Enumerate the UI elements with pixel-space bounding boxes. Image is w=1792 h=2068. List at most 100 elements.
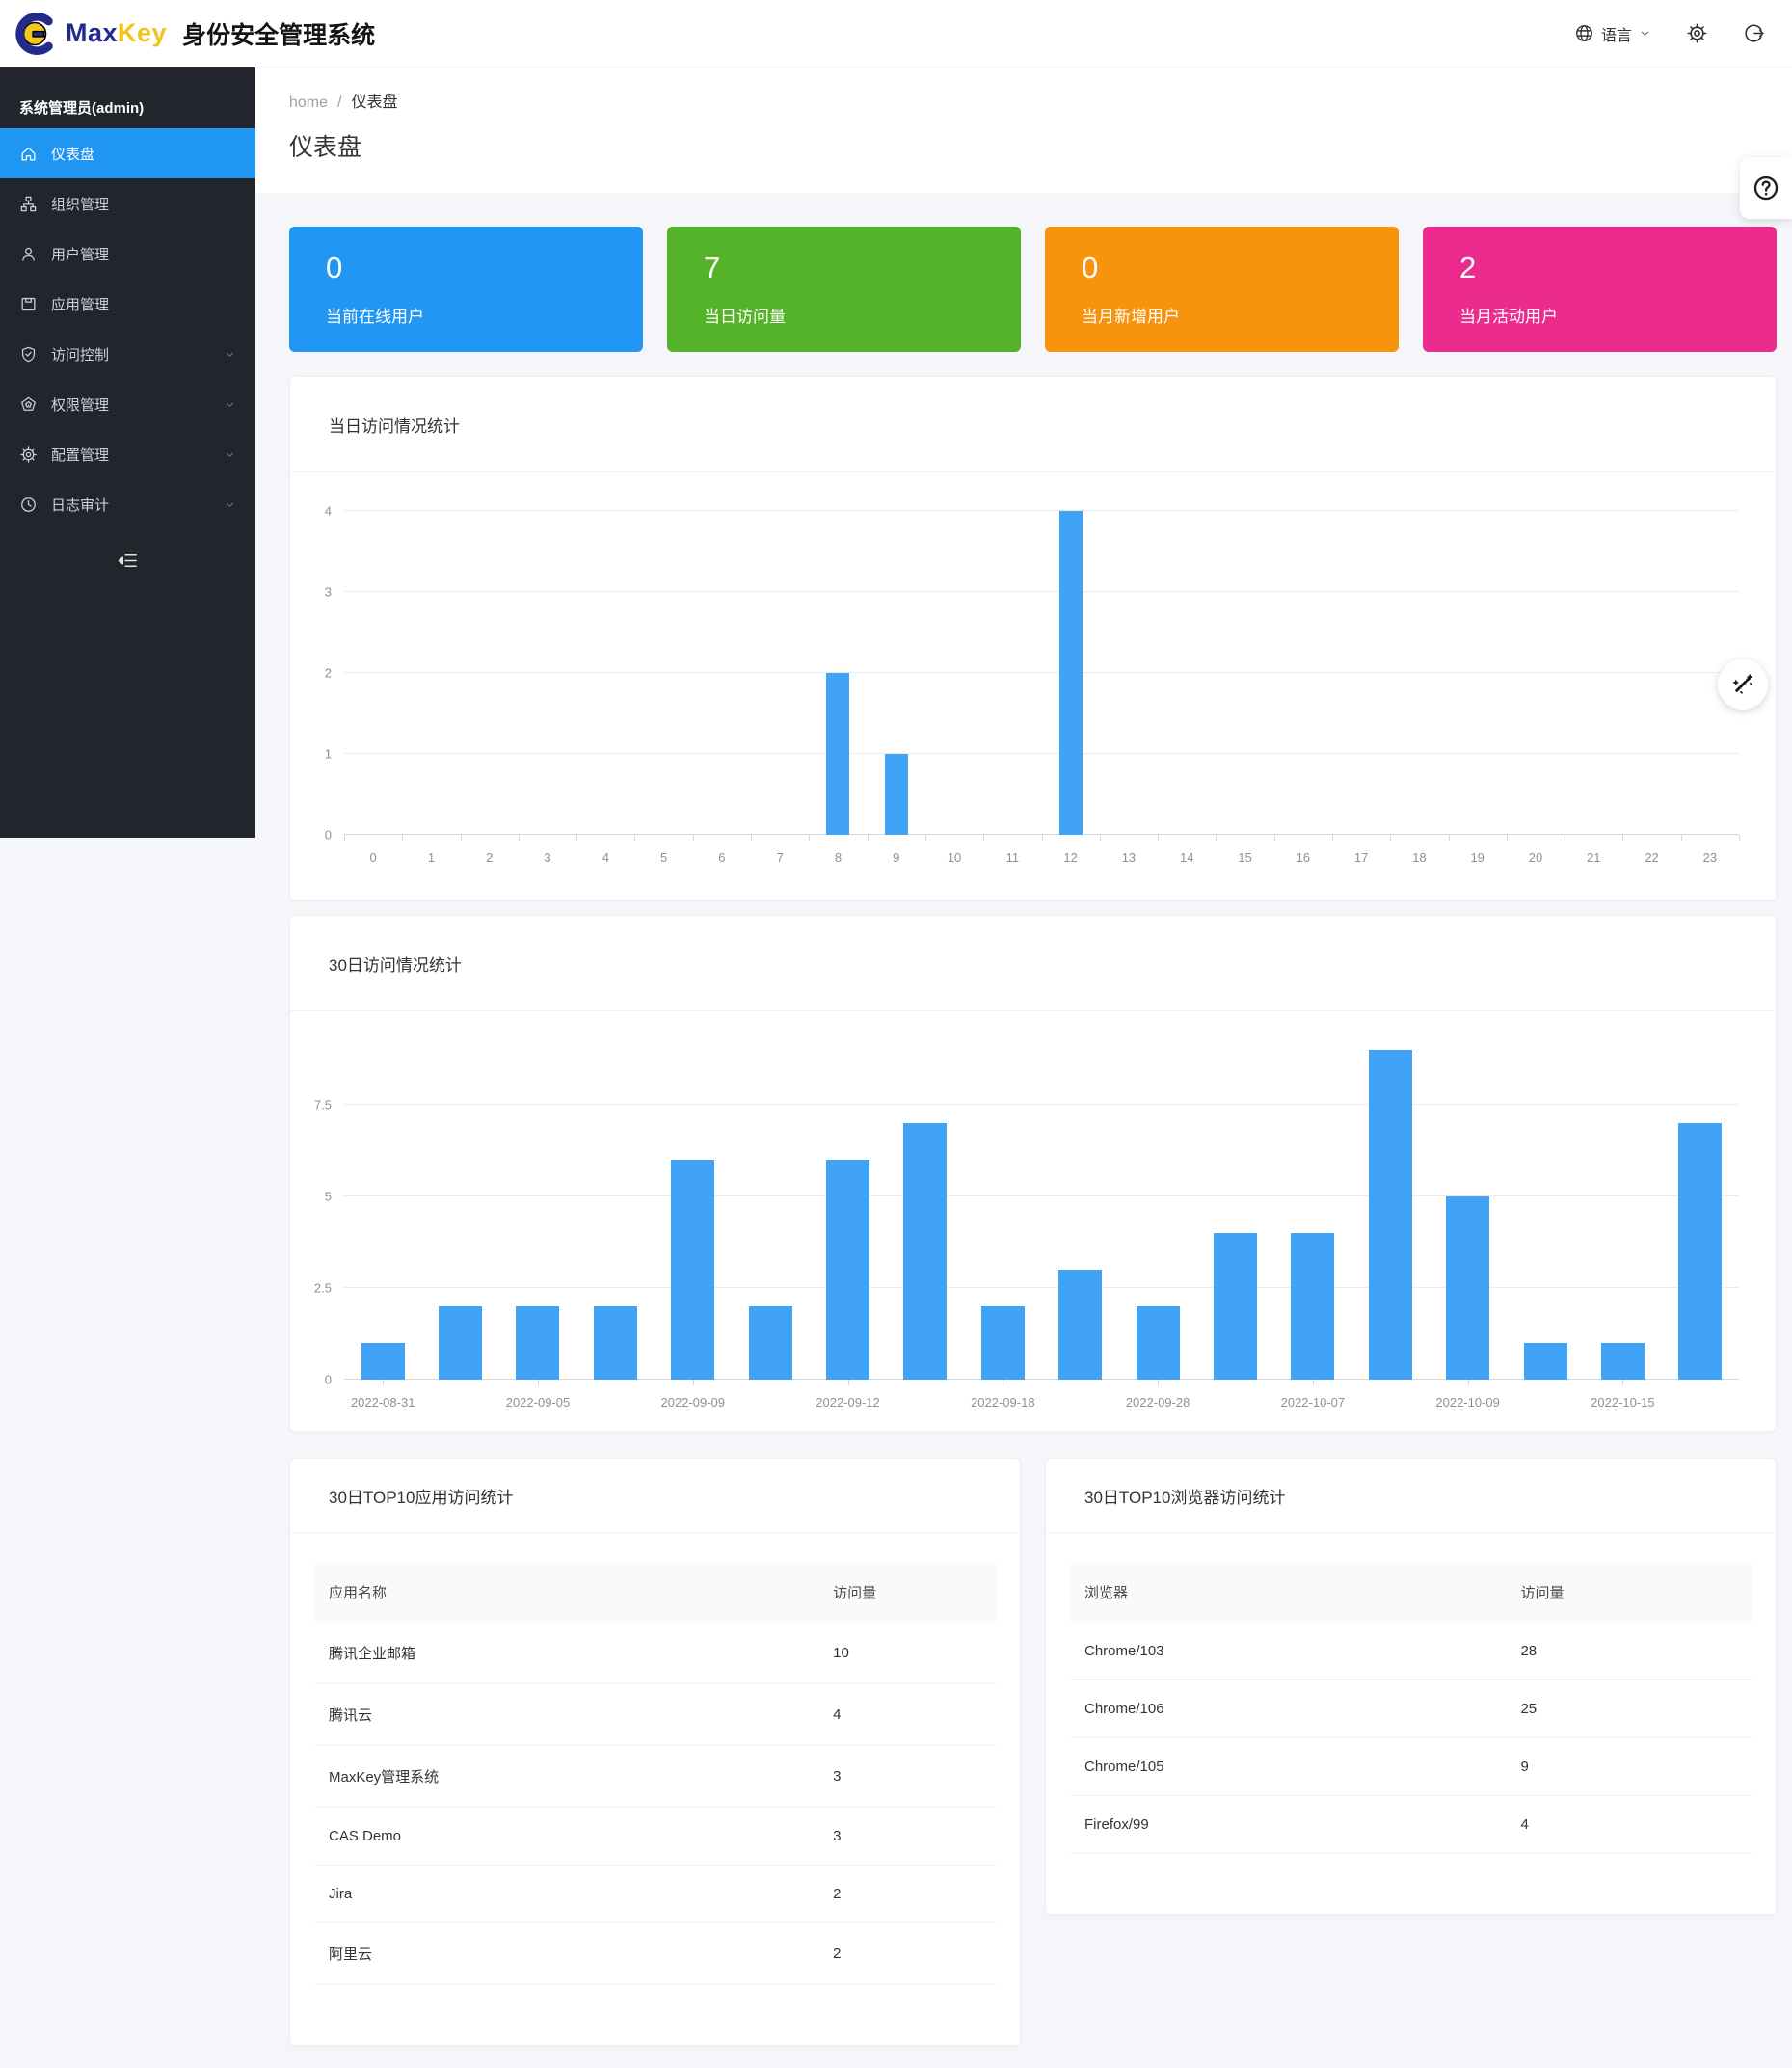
sidebar-collapse-button[interactable]	[0, 541, 255, 579]
x-tick-label: 23	[1702, 850, 1718, 865]
x-tick-label: 21	[1587, 850, 1601, 865]
x-tick-label: 18	[1412, 850, 1427, 865]
x-tick-label: 2022-09-12	[816, 1395, 880, 1410]
x-tick-label: 17	[1353, 850, 1369, 865]
sidebar-item-dashboard[interactable]: 仪表盘	[0, 128, 255, 178]
stat-card-today-visits: 7 当日访问量	[667, 227, 1021, 352]
sidebar-item-audit-log[interactable]: 日志审计	[0, 479, 255, 529]
sidebar-item-label: 日志审计	[51, 497, 110, 514]
axis-tick	[1041, 835, 1043, 841]
y-tick-label: 2	[324, 665, 332, 681]
table-row: 阿里云 2	[314, 1922, 996, 1985]
breadcrumb-current: 仪表盘	[351, 94, 398, 111]
logout-icon[interactable]	[1743, 22, 1765, 44]
table-card-top-browsers: 30日TOP10浏览器访问统计浏览器 访问量 Chrome/103 28 Chrome/…	[1045, 1458, 1777, 1915]
x-tick-label: 14	[1179, 850, 1194, 865]
bar-day-9	[1058, 1270, 1103, 1380]
help-button[interactable]	[1740, 157, 1792, 219]
sidebar-item-access-control[interactable]: 访问控制	[0, 329, 255, 379]
table-header-row: 应用名称 访问量	[314, 1562, 996, 1623]
sidebar-item-configuration[interactable]: 配置管理	[0, 429, 255, 479]
plot-wrap: 0 2.5 5 7.5	[314, 1013, 1739, 1387]
table-cell: 3	[818, 1807, 996, 1866]
menu-fold-icon	[117, 550, 139, 572]
table-wrap: 应用名称 访问量 腾讯企业邮箱 10 腾讯云 4 MaxKey管理系统 3 CAS Demo 3 J…	[314, 1562, 996, 1985]
bar-day-12	[1291, 1233, 1335, 1380]
x-tick-label: 7	[776, 850, 784, 865]
y-tick-label: 0	[324, 1372, 332, 1387]
bar-day-3	[593, 1306, 637, 1380]
gridline	[344, 1195, 1739, 1196]
x-tick-label: 20	[1528, 850, 1543, 865]
chart-title: 30日访问情况统计	[290, 916, 1776, 1011]
bar-day-1	[439, 1306, 483, 1380]
chart-title: 当日访问情况统计	[290, 377, 1776, 472]
x-tick-label: 3	[544, 850, 551, 865]
language-menu[interactable]: 语言	[1574, 22, 1651, 45]
table-cell: MaxKey管理系统	[314, 1745, 819, 1808]
stat-card-month-active-users: 2 当月活动用户	[1423, 227, 1777, 352]
table-cell: CAS Demo	[314, 1807, 819, 1866]
table-title: 30日TOP10浏览器访问统计	[1046, 1459, 1776, 1533]
sidebar-item-applications[interactable]: 应用管理	[0, 279, 255, 329]
app-icon	[19, 295, 38, 313]
magic-wand-icon	[1730, 672, 1755, 697]
table-cell: 10	[818, 1623, 996, 1684]
axis-tick	[460, 835, 462, 841]
stats-table: 浏览器 访问量 Chrome/103 28 Chrome/106 25 Chrome/105…	[1070, 1562, 1752, 1854]
x-tick-label: 6	[718, 850, 726, 865]
pentagon-icon	[19, 395, 38, 414]
magic-wand-button[interactable]	[1718, 659, 1768, 710]
bar-day-7	[903, 1123, 948, 1380]
sidebar-item-organization[interactable]: 组织管理	[0, 178, 255, 228]
x-tick-label: 12	[1063, 850, 1078, 865]
plot-wrap: 0 1 2 3 4	[325, 504, 1740, 843]
help-icon	[1752, 174, 1780, 202]
axis-tick	[537, 1380, 539, 1385]
sidebar: 系统管理员(admin) 仪表盘 组织管理 用户管理 应用管理 访问控制 权限管理 配置管理…	[0, 67, 255, 838]
globe-icon	[1574, 23, 1594, 43]
bar-day-5	[748, 1306, 792, 1380]
axis-tick	[1099, 835, 1101, 841]
x-tick-label: 2022-10-15	[1591, 1395, 1655, 1410]
bar-hour-9	[884, 754, 908, 835]
axis-tick	[518, 835, 520, 841]
axis-tick	[383, 1380, 385, 1385]
table-cell: 3	[818, 1745, 996, 1808]
axis-tick	[692, 835, 694, 841]
axis-tick	[634, 835, 636, 841]
chevron-down-icon	[224, 348, 236, 361]
plot-area: 0 1 2 3 4	[325, 504, 1740, 843]
gridline	[344, 834, 1739, 835]
home-icon	[19, 145, 38, 163]
sidebar-item-label: 仪表盘	[51, 146, 95, 163]
y-tick-label: 3	[324, 584, 332, 600]
gridline	[344, 753, 1739, 754]
gridline	[344, 1104, 1739, 1105]
bar-day-4	[671, 1160, 715, 1380]
breadcrumb-separator: /	[337, 94, 342, 111]
sidebar-item-permissions[interactable]: 权限管理	[0, 379, 255, 429]
axis-tick	[1622, 1380, 1624, 1385]
sidebar-item-label: 访问控制	[51, 346, 110, 363]
x-tick-label: 2022-08-31	[350, 1395, 415, 1410]
stat-value: 2	[1459, 251, 1477, 284]
sidebar-item-users[interactable]: 用户管理	[0, 228, 255, 279]
x-tick-label: 11	[1005, 850, 1020, 865]
chevron-down-icon	[224, 498, 236, 511]
axis-tick	[924, 835, 926, 841]
stats-table: 应用名称 访问量 腾讯企业邮箱 10 腾讯云 4 MaxKey管理系统 3 CAS Demo 3 J…	[314, 1562, 996, 1985]
page-title: 仪表盘	[289, 134, 362, 161]
tables-row: 30日TOP10应用访问统计 应用名称 访问量 腾讯企业邮箱 10 腾讯云 4 MaxKey管…	[289, 1458, 1777, 2046]
settings-gear-icon[interactable]	[1686, 22, 1708, 44]
axis-tick	[576, 835, 578, 841]
shield-check-icon	[19, 345, 38, 363]
column-header: 访问量	[1506, 1562, 1752, 1623]
x-tick-label: 19	[1470, 850, 1484, 865]
bar-day-16	[1600, 1343, 1645, 1380]
x-tick-label: 2022-10-09	[1435, 1395, 1500, 1410]
bar-day-13	[1368, 1050, 1412, 1380]
breadcrumb-home[interactable]: home	[289, 94, 329, 111]
table-head: 应用名称 访问量	[314, 1562, 996, 1623]
